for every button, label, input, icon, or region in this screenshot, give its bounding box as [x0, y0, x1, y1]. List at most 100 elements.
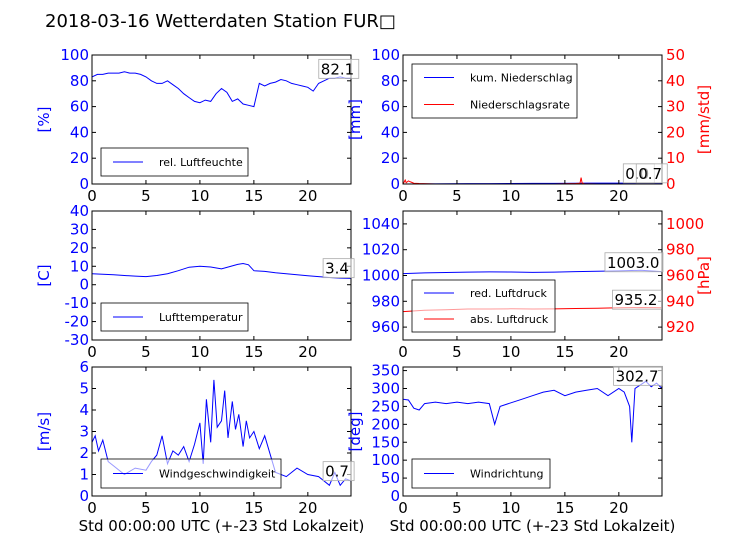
windspeed-ytick-label: 0 — [79, 487, 89, 505]
precip-ytick2-label: 0 — [666, 175, 676, 193]
winddir-ytick-label: 150 — [371, 433, 400, 451]
humidity-legend-label: rel. Luftfeuchte — [159, 156, 243, 169]
temperature-ytick-label: 20 — [70, 239, 89, 257]
precip-ytick2-label: 20 — [666, 123, 685, 141]
pressure-value-annotation: 1003.0 — [604, 252, 664, 273]
figure-title: 2018-03-16 Wetterdaten Station FUR□ — [45, 11, 396, 32]
humidity-ytick-label: 0 — [79, 175, 89, 193]
humidity-ytick-label: 20 — [70, 149, 89, 167]
pressure-ytick-label: 1020 — [362, 241, 400, 259]
temperature-ytick-label: 40 — [70, 202, 89, 220]
humidity-xtick-label: 0 — [87, 187, 97, 205]
winddir-ytick-label: 100 — [371, 451, 400, 469]
precip-xtick-label: 20 — [609, 187, 628, 205]
winddir-frame — [402, 366, 663, 497]
precip-ytick-label: 20 — [381, 149, 400, 167]
precip-legend: kum. Niederschlag Niederschlagsrate — [411, 63, 578, 119]
pressure-annotation-text: 935.2 — [615, 291, 658, 309]
winddir-series-0-line — [403, 380, 662, 443]
pressure-ytick-label: 980 — [371, 292, 400, 310]
windspeed-xtick-label: 0 — [87, 499, 97, 517]
precip-ytick2-label: 30 — [666, 98, 685, 116]
precip-legend-label: Niederschlagsrate — [470, 99, 570, 112]
pressure-ytick2-label: 960 — [666, 267, 695, 285]
temperature-ytick-label: -20 — [65, 313, 90, 331]
temperature-annotation-text: 3.4 — [325, 260, 349, 278]
temperature-legend: Lufttemperatur — [100, 302, 249, 332]
precip-annotation-box — [635, 163, 668, 184]
windspeed-panel: 0 5 10 15 20 0 1 2 3 4 5 6 [m/s] Std 00:00:00 UTC (+-… — [35, 358, 364, 535]
pressure-ytick2-label: 1000 — [666, 215, 704, 233]
windspeed-xtick-label: 10 — [190, 499, 209, 517]
winddir-legend-label: Windrichtung — [470, 468, 543, 481]
precip-xtick-label: 10 — [501, 187, 520, 205]
temperature-xtick-label: 10 — [190, 343, 209, 361]
windspeed-ytick-label: 5 — [79, 380, 89, 398]
windspeed-annotation-box — [322, 461, 355, 482]
pressure-ytick-label: 1040 — [362, 215, 400, 233]
windspeed-value-annotation: 0.7 — [322, 461, 355, 482]
temperature-xtick-label: 0 — [87, 343, 97, 361]
winddir-ylabel: [deg] — [346, 412, 364, 452]
precip-xtick-label: 15 — [555, 187, 574, 205]
humidity-annotation-text: 82.1 — [321, 60, 354, 78]
winddir-xtick-label: 20 — [609, 499, 628, 517]
windspeed-xtick-label: 5 — [141, 499, 151, 517]
humidity-frame — [91, 54, 352, 185]
pressure-legend-label: red. Luftdruck — [470, 287, 547, 300]
precip-legend-label: kum. Niederschlag — [470, 72, 573, 85]
windspeed-ytick-label: 6 — [79, 358, 89, 376]
humidity-series-0-line — [92, 71, 351, 108]
pressure-xtick-label: 10 — [501, 343, 520, 361]
pressure-ytick2-label: 940 — [666, 292, 695, 310]
winddir-annotation-text: 302.7 — [616, 367, 659, 385]
windspeed-ytick-label: 2 — [79, 444, 89, 462]
precip-ytick-label: 80 — [381, 72, 400, 90]
pressure-xtick-label: 0 — [398, 343, 408, 361]
humidity-ytick-label: 40 — [70, 123, 89, 141]
humidity-annotation-box — [318, 58, 360, 79]
pressure-legend-label: abs. Luftdruck — [470, 313, 549, 326]
humidity-xtick-label: 15 — [244, 187, 263, 205]
winddir-ytick-label: 250 — [371, 397, 400, 415]
winddir-xtick-label: 5 — [452, 499, 462, 517]
precip-annotation-text: 0.7 — [638, 165, 662, 183]
windspeed-ylabel: [m/s] — [35, 412, 53, 451]
temperature-annotation-box — [322, 258, 355, 279]
precip-ytick-label: 0 — [390, 175, 400, 193]
windspeed-legend: Windgeschwindigkeit — [100, 458, 282, 489]
temperature-xtick-label: 20 — [298, 343, 317, 361]
precip-ytick-label: 100 — [371, 46, 400, 64]
windspeed-xlabel: Std 00:00:00 UTC (+-23 Std Lokalzeit) — [79, 517, 365, 535]
pressure-value-annotation: 935.2 — [612, 289, 662, 310]
winddir-xtick-label: 10 — [501, 499, 520, 517]
pressure-ylabel2: [hPa] — [695, 256, 713, 295]
windspeed-legend-label: Windgeschwindigkeit — [159, 468, 276, 481]
temperature-ylabel: [C] — [35, 264, 53, 286]
pressure-legend: red. Luftdruck abs. Luftdruck — [411, 279, 556, 333]
pressure-ytick2-label: 920 — [666, 318, 695, 336]
windspeed-annotation-text: 0.7 — [325, 463, 349, 481]
temperature-ytick-label: -30 — [65, 331, 90, 349]
precip-panel: 0 5 10 15 20 0 20 40 60 80 100 0 10 20 30 40 50 [mm] [mm/s… — [346, 46, 713, 205]
winddir-ytick-label: 50 — [381, 469, 400, 487]
humidity-ylabel: [%] — [35, 107, 53, 133]
humidity-ytick-label: 60 — [70, 98, 89, 116]
humidity-ytick-label: 80 — [70, 72, 89, 90]
precip-ytick-label: 60 — [381, 98, 400, 116]
winddir-ytick-label: 0 — [390, 487, 400, 505]
pressure-annotation-box — [612, 289, 662, 310]
precip-value-annotation: 0.7 — [635, 163, 668, 184]
humidity-ytick-label: 100 — [60, 46, 89, 64]
winddir-ytick-label: 350 — [371, 362, 400, 380]
precip-frame — [402, 54, 663, 185]
precip-xtick-label: 0 — [398, 187, 408, 205]
precip-ylabel2: [mm/std] — [695, 85, 713, 154]
precip-xtick-label: 5 — [452, 187, 462, 205]
temperature-panel: 0 5 10 15 20-30-20-10010203040[C]Lufttempera… — [35, 202, 355, 361]
temperature-ytick-label: 0 — [79, 276, 89, 294]
winddir-xtick-label: 15 — [555, 499, 574, 517]
humidity-xtick-label: 5 — [141, 187, 151, 205]
